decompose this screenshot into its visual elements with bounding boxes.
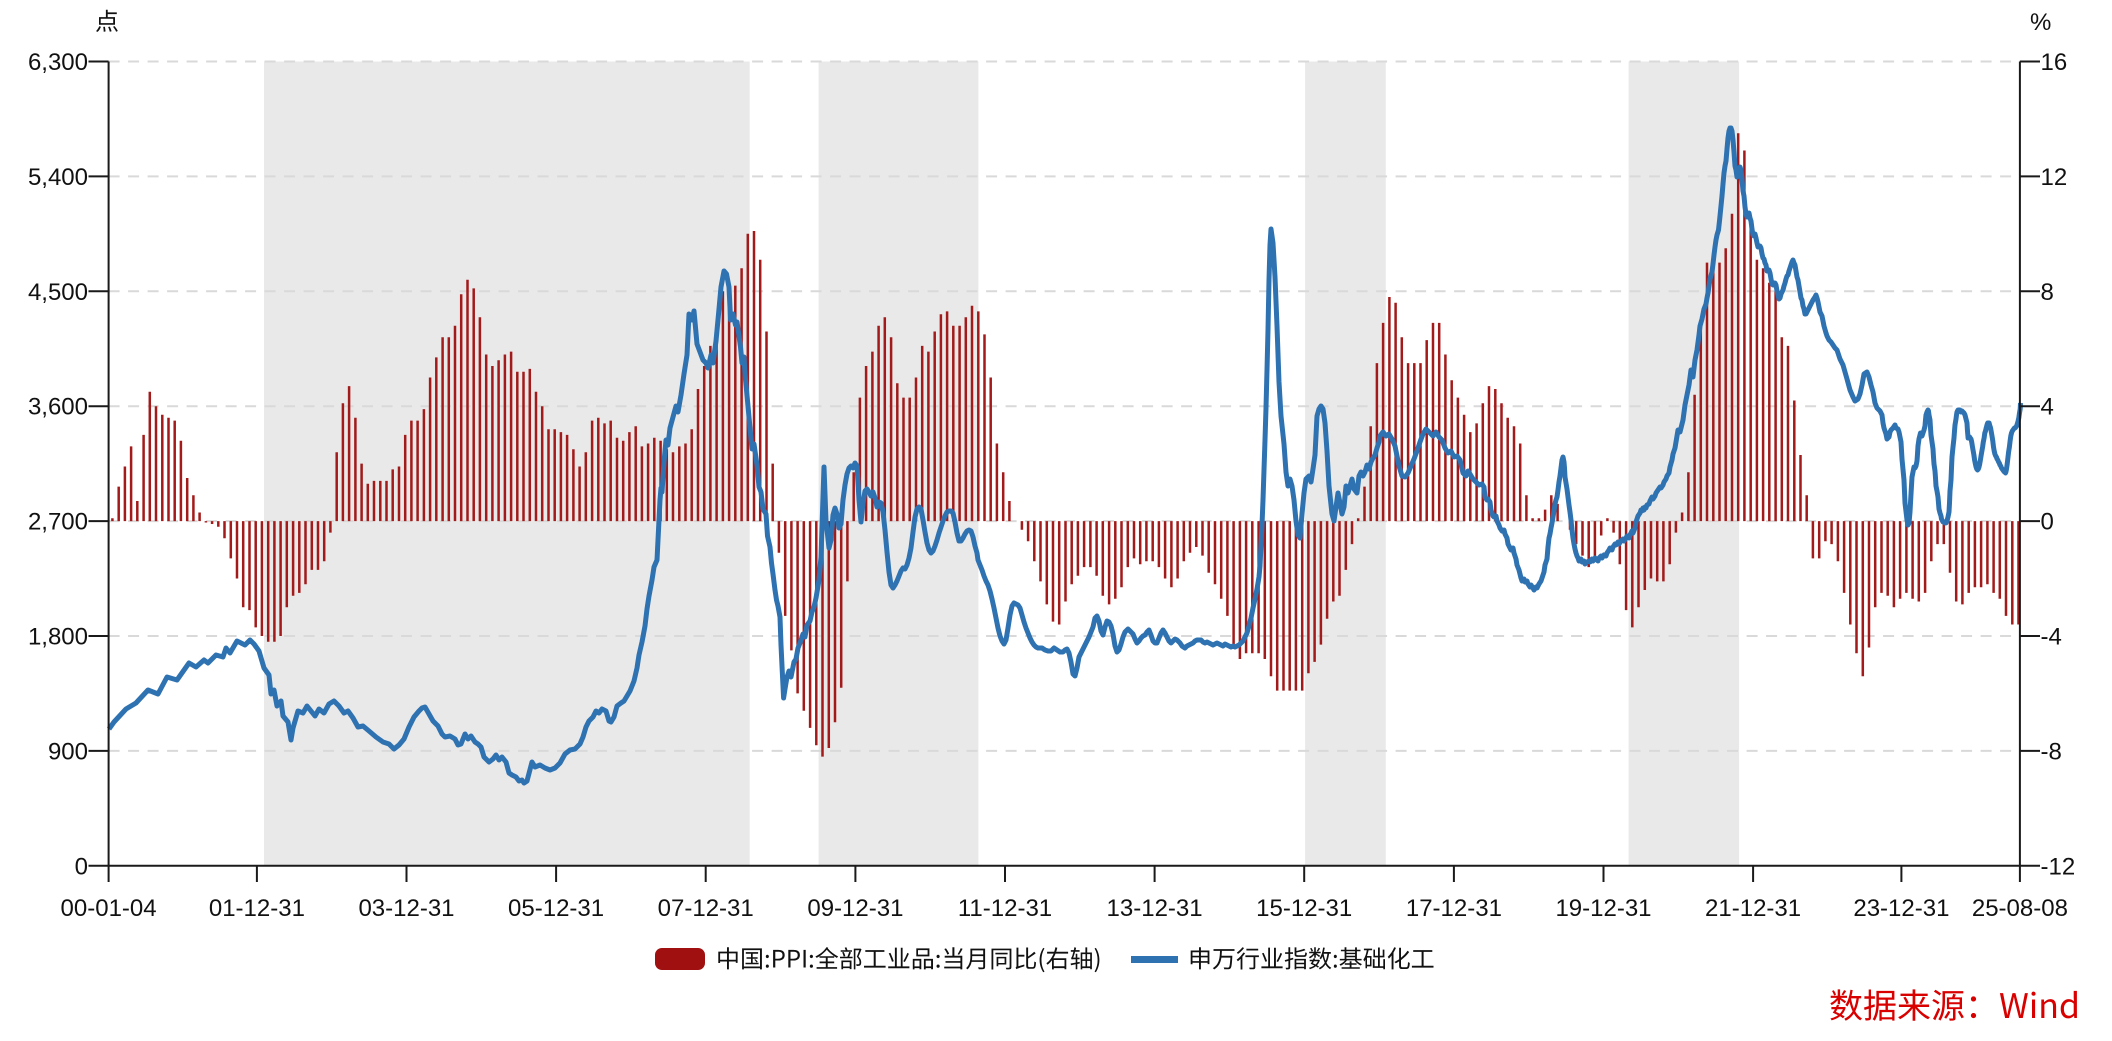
svg-text:3,600: 3,600 [28,394,88,421]
svg-text:21-12-31: 21-12-31 [1705,895,1801,922]
svg-text:19-12-31: 19-12-31 [1555,895,1651,922]
svg-text:%: % [2030,9,2051,36]
svg-text:-8: -8 [2041,738,2062,765]
svg-text:900: 900 [48,738,88,765]
svg-text:07-12-31: 07-12-31 [658,895,754,922]
svg-text:6,300: 6,300 [28,49,88,76]
svg-text:12: 12 [2041,164,2068,191]
svg-text:0: 0 [75,853,88,880]
svg-text:03-12-31: 03-12-31 [358,895,454,922]
svg-text:4,500: 4,500 [28,279,88,306]
svg-text:5,400: 5,400 [28,164,88,191]
svg-text:11-12-31: 11-12-31 [958,895,1052,922]
svg-text:00-01-04: 00-01-04 [61,895,157,922]
svg-text:-4: -4 [2041,624,2062,651]
svg-text:0: 0 [2041,509,2054,536]
svg-text:16: 16 [2041,49,2068,76]
svg-text:17-12-31: 17-12-31 [1406,895,1502,922]
svg-text:25-08-08: 25-08-08 [1972,895,2068,922]
svg-text:2,700: 2,700 [28,509,88,536]
svg-text:8: 8 [2041,279,2054,306]
svg-text:15-12-31: 15-12-31 [1256,895,1352,922]
svg-text:4: 4 [2041,394,2054,421]
svg-text:09-12-31: 09-12-31 [807,895,903,922]
svg-text:23-12-31: 23-12-31 [1853,895,1949,922]
svg-text:-12: -12 [2041,853,2076,880]
svg-text:01-12-31: 01-12-31 [209,895,305,922]
svg-text:1,800: 1,800 [28,624,88,651]
svg-text:05-12-31: 05-12-31 [508,895,604,922]
svg-text:13-12-31: 13-12-31 [1107,895,1203,922]
